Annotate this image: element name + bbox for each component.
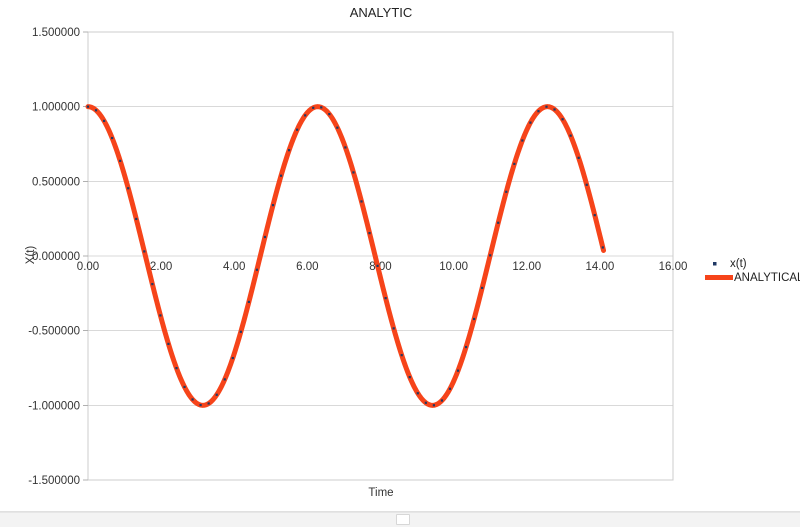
data-point-marker <box>255 268 259 271</box>
data-point-marker <box>199 403 202 407</box>
data-point-marker <box>352 171 355 174</box>
chart-title: ANALYTIC <box>350 5 413 20</box>
data-point-marker <box>271 204 275 207</box>
bottom-separator <box>0 511 800 512</box>
x-tick-label: 6.00 <box>296 261 318 273</box>
x-tick-label: 14.00 <box>585 261 614 273</box>
x-axis-tick-labels: 0.00 2.00 4.00 6.00 8.00 10.00 12.00 14.00 16.00 <box>77 261 688 273</box>
data-point-marker <box>183 385 186 389</box>
data-point-marker <box>593 214 596 217</box>
data-point-marker <box>577 156 580 159</box>
x-tick-label: 10.00 <box>439 261 468 273</box>
data-point-marker <box>368 232 371 235</box>
y-tick-label: -1.000000 <box>28 400 80 412</box>
data-point-marker <box>424 401 427 404</box>
legend-label-analytical: ANALYTICAL <box>734 272 800 284</box>
gridlines <box>88 106 673 406</box>
data-point-marker <box>127 187 130 190</box>
data-point-marker <box>489 254 492 257</box>
data-point-marker <box>473 317 476 321</box>
legend-item-xt[interactable]: x(t) <box>713 258 747 270</box>
data-point-marker <box>440 399 444 402</box>
data-point-marker <box>111 136 114 140</box>
series-xt-markers <box>86 105 604 407</box>
legend-item-analytical[interactable]: ANALYTICAL <box>705 272 800 284</box>
data-point-marker <box>304 114 307 117</box>
data-point-marker <box>231 356 234 360</box>
data-point-marker <box>102 119 106 122</box>
data-point-marker <box>585 183 588 186</box>
x-tick-label: 2.00 <box>150 261 172 273</box>
data-point-marker <box>392 327 395 330</box>
data-point-marker <box>328 113 331 116</box>
x-tick-label: 4.00 <box>223 261 245 273</box>
data-point-marker <box>320 106 323 109</box>
data-point-marker <box>312 106 315 109</box>
data-point-marker <box>513 162 516 166</box>
y-tick-label: 1.500000 <box>32 27 80 39</box>
legend-label-xt: x(t) <box>730 258 747 270</box>
data-point-marker <box>448 387 452 390</box>
data-point-marker <box>416 392 419 395</box>
data-point-marker <box>239 330 242 333</box>
data-point-marker <box>263 235 267 239</box>
x-tick-label: 0.00 <box>77 261 99 273</box>
data-point-marker <box>223 378 226 381</box>
y-tick-label: -1.500000 <box>28 475 80 487</box>
data-point-marker <box>553 108 556 111</box>
data-point-marker <box>94 109 98 112</box>
data-point-marker <box>384 297 387 300</box>
data-point-marker <box>545 105 548 108</box>
data-point-marker <box>456 369 460 372</box>
data-point-marker <box>279 174 283 177</box>
data-point-marker <box>336 126 339 129</box>
legend-marker-xt-icon <box>713 262 717 266</box>
data-point-marker <box>159 314 162 317</box>
data-point-marker <box>296 128 299 131</box>
data-point-marker <box>481 286 484 290</box>
data-point-marker <box>287 149 291 152</box>
chart-legend: x(t) ANALYTICAL <box>705 258 800 284</box>
data-point-marker <box>86 105 90 108</box>
data-point-marker <box>344 146 347 149</box>
data-point-marker <box>135 217 138 221</box>
data-point-marker <box>497 221 500 224</box>
data-point-marker <box>432 404 435 407</box>
data-point-marker <box>521 139 524 142</box>
x-tick-label: 16.00 <box>659 261 688 273</box>
data-point-marker <box>143 250 146 253</box>
data-point-marker <box>167 342 170 345</box>
data-point-marker <box>360 200 363 203</box>
data-point-marker <box>400 354 403 357</box>
data-point-marker <box>215 393 218 396</box>
x-axis-title: Time <box>368 487 393 499</box>
data-point-marker <box>191 398 194 401</box>
y-tick-label: 0.500000 <box>32 176 80 188</box>
data-point-marker <box>529 121 532 124</box>
data-point-marker <box>207 402 210 405</box>
data-point-marker <box>505 190 508 193</box>
data-point-marker <box>569 134 572 137</box>
data-point-marker <box>376 264 379 267</box>
y-axis-tick-labels: 1.500000 1.000000 0.500000 0.000000 -0.50000… <box>28 27 80 487</box>
y-tick-label: 0.000000 <box>32 251 80 263</box>
data-point-marker <box>601 246 604 249</box>
data-point-marker <box>464 345 468 349</box>
data-point-marker <box>537 110 540 113</box>
data-point-marker <box>175 367 178 370</box>
x-tick-label: 12.00 <box>512 261 541 273</box>
data-point-marker <box>408 376 411 379</box>
horizontal-scrollbar-thumb[interactable] <box>396 514 410 525</box>
y-axis-title: X(t) <box>25 246 37 265</box>
data-point-marker <box>247 300 250 303</box>
data-point-marker <box>151 282 154 286</box>
y-tick-label: -0.500000 <box>28 326 80 338</box>
data-point-marker <box>561 118 564 121</box>
y-tick-label: 1.000000 <box>32 102 80 114</box>
data-point-marker <box>119 159 122 162</box>
